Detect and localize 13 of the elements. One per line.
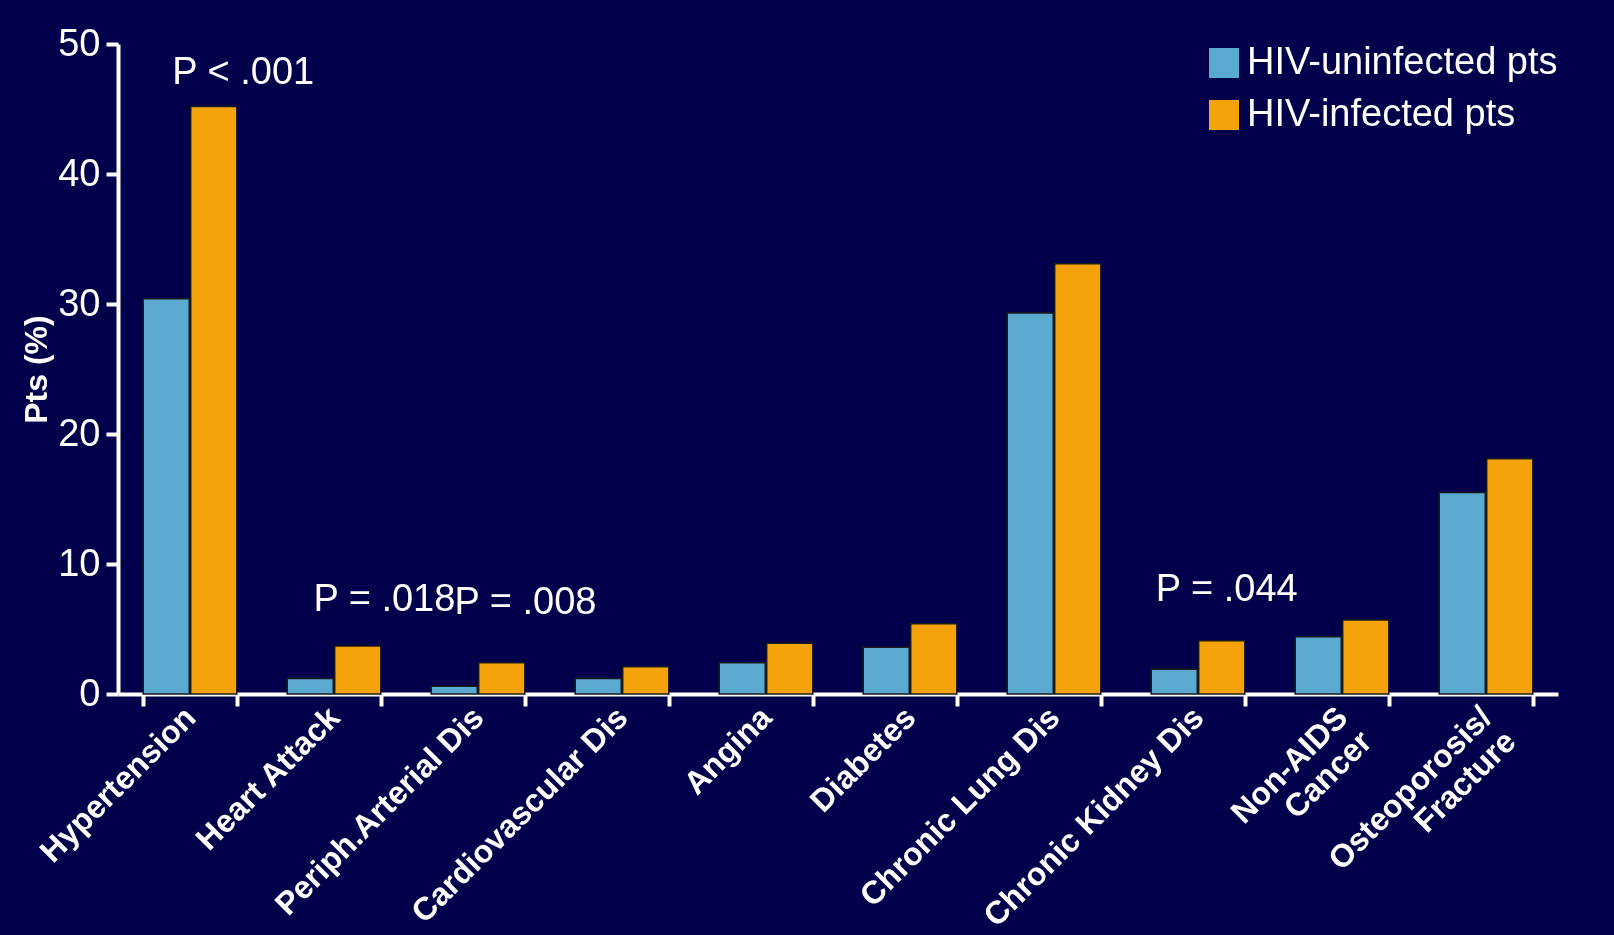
- y-axis-title: Pts (%): [18, 315, 55, 424]
- y-tick-label: 20: [58, 411, 101, 454]
- annotation: P < .001: [172, 50, 315, 93]
- legend-label: HIV-uninfected pts: [1247, 40, 1558, 82]
- annotation: P = .044: [1155, 567, 1298, 609]
- y-tick-label: 10: [58, 541, 101, 584]
- y-tick-label: 30: [58, 281, 101, 324]
- y-tick-label: 40: [58, 151, 101, 194]
- legend-label: HIV-infected pts: [1247, 92, 1516, 134]
- annotation: P = .008: [454, 580, 597, 622]
- y-tick-label: 0: [79, 671, 101, 714]
- annotation: P = .018: [313, 576, 456, 619]
- y-tick-label: 50: [58, 21, 101, 64]
